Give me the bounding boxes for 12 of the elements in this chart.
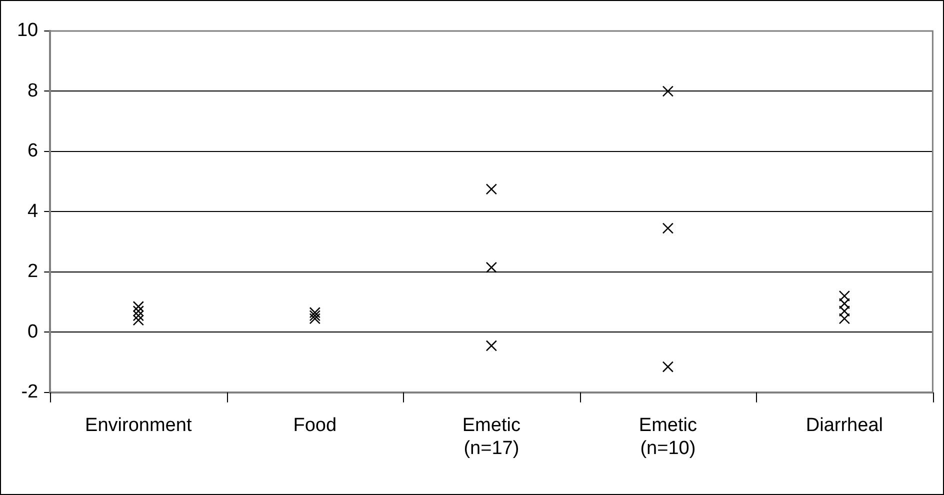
y-tick-label: 8: [28, 80, 38, 102]
y-tick-label: -2: [21, 382, 38, 403]
y-tick-label: 10: [16, 20, 38, 42]
x-tick-label: Emetic (n=10): [638, 415, 697, 459]
x-tick-label: Emetic (n=17): [462, 415, 520, 459]
x-tick-label: Food: [293, 415, 337, 436]
x-tick-label: Diarrheal: [806, 415, 883, 436]
x-tick-label: Environment: [85, 415, 192, 436]
y-tick-label: 2: [28, 261, 38, 282]
y-tick-label: 4: [28, 200, 39, 222]
y-tick-label: 6: [28, 140, 38, 162]
y-tick-label: 0: [28, 321, 38, 342]
